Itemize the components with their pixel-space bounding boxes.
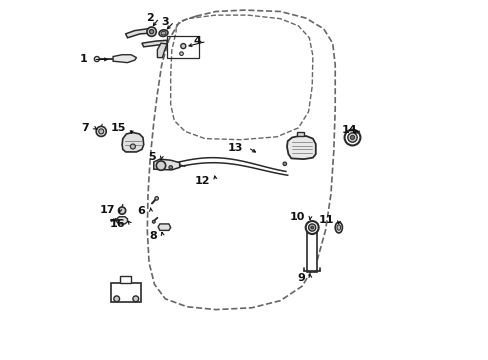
Text: 12: 12 — [194, 176, 210, 186]
Text: 9: 9 — [297, 273, 305, 283]
Bar — [167, 36, 199, 58]
Circle shape — [310, 226, 313, 229]
Circle shape — [146, 27, 156, 36]
Polygon shape — [125, 29, 151, 38]
Text: 2: 2 — [146, 13, 153, 23]
Polygon shape — [122, 132, 143, 152]
Text: 1: 1 — [80, 54, 88, 64]
Ellipse shape — [336, 225, 340, 230]
Polygon shape — [142, 40, 167, 47]
Text: 6: 6 — [137, 206, 145, 216]
Polygon shape — [296, 132, 303, 136]
Circle shape — [308, 224, 315, 231]
Text: 4: 4 — [193, 36, 201, 46]
Text: 14: 14 — [341, 125, 356, 135]
Text: 8: 8 — [149, 231, 157, 241]
Circle shape — [344, 130, 360, 145]
Text: 10: 10 — [289, 212, 305, 222]
Circle shape — [181, 44, 185, 49]
Circle shape — [99, 129, 103, 134]
Text: 11: 11 — [318, 215, 333, 225]
Text: 16: 16 — [109, 219, 125, 229]
Circle shape — [305, 221, 318, 234]
Circle shape — [155, 197, 158, 200]
Circle shape — [149, 30, 153, 34]
Ellipse shape — [335, 222, 342, 233]
Circle shape — [96, 126, 106, 136]
Polygon shape — [113, 55, 136, 63]
Text: 3: 3 — [161, 17, 168, 27]
Ellipse shape — [161, 31, 165, 35]
Circle shape — [152, 220, 155, 223]
Text: 17: 17 — [99, 204, 115, 215]
Circle shape — [349, 135, 354, 140]
Circle shape — [133, 296, 139, 302]
Text: 15: 15 — [111, 123, 126, 133]
Circle shape — [94, 57, 99, 62]
Polygon shape — [286, 136, 315, 159]
Polygon shape — [117, 217, 127, 224]
Circle shape — [118, 207, 125, 214]
Circle shape — [168, 166, 172, 169]
Circle shape — [347, 133, 356, 142]
Circle shape — [156, 161, 165, 170]
Circle shape — [283, 162, 286, 166]
Text: 5: 5 — [148, 152, 156, 162]
Bar — [120, 276, 131, 283]
Bar — [111, 283, 141, 302]
Bar — [306, 232, 317, 272]
Circle shape — [179, 52, 183, 55]
Text: 7: 7 — [81, 123, 89, 133]
Polygon shape — [153, 159, 179, 170]
Polygon shape — [158, 224, 170, 230]
Ellipse shape — [159, 30, 167, 36]
Circle shape — [114, 296, 120, 302]
Polygon shape — [157, 43, 167, 58]
Circle shape — [130, 144, 135, 149]
Text: 13: 13 — [227, 143, 242, 153]
